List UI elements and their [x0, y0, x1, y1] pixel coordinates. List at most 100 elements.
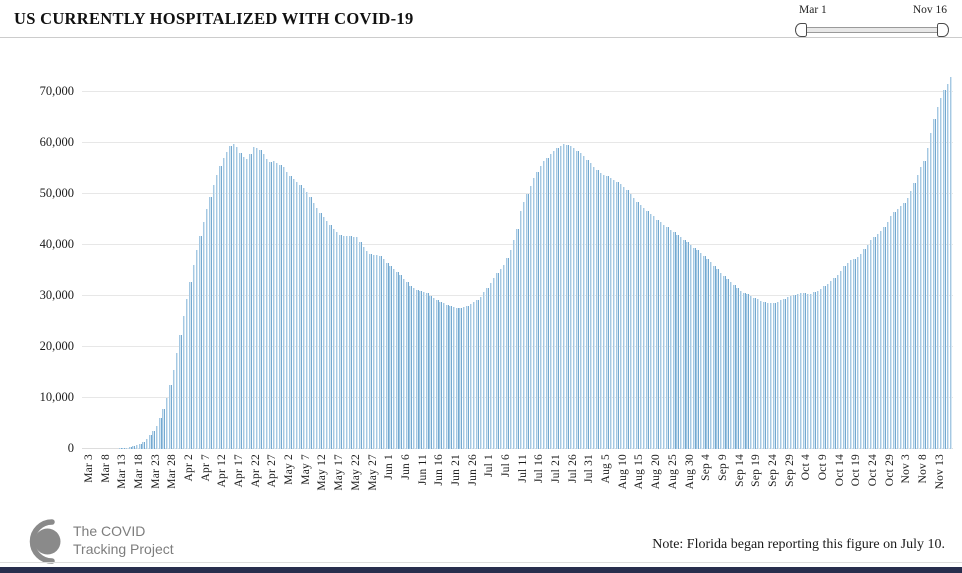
bar[interactable]: [616, 182, 619, 449]
bar[interactable]: [763, 302, 766, 449]
bar[interactable]: [589, 163, 593, 449]
bar[interactable]: [686, 242, 689, 449]
bar[interactable]: [903, 203, 906, 449]
bar[interactable]: [482, 292, 486, 449]
bar[interactable]: [569, 146, 573, 449]
bar[interactable]: [302, 187, 306, 449]
bar[interactable]: [819, 288, 823, 449]
bar[interactable]: [532, 178, 536, 449]
bar[interactable]: [369, 253, 372, 449]
bar[interactable]: [859, 253, 863, 449]
bar[interactable]: [316, 208, 319, 449]
bar[interactable]: [476, 299, 479, 449]
bar[interactable]: [529, 185, 532, 449]
bar[interactable]: [199, 235, 202, 449]
bar[interactable]: [656, 219, 659, 449]
bar[interactable]: [312, 202, 316, 449]
bar[interactable]: [906, 198, 910, 449]
bar[interactable]: [386, 262, 389, 449]
bar[interactable]: [192, 265, 195, 449]
bar[interactable]: [536, 171, 539, 449]
bar[interactable]: [489, 282, 492, 449]
bar[interactable]: [275, 162, 279, 449]
bar[interactable]: [769, 303, 773, 449]
bar[interactable]: [342, 235, 346, 449]
bar[interactable]: [636, 201, 639, 449]
bar[interactable]: [893, 211, 896, 449]
bar[interactable]: [346, 236, 349, 449]
slider-handle-end[interactable]: [937, 23, 949, 37]
bar[interactable]: [866, 244, 870, 449]
bar[interactable]: [516, 229, 519, 449]
bar[interactable]: [826, 283, 829, 449]
bar[interactable]: [159, 418, 162, 449]
bar[interactable]: [659, 222, 663, 449]
bar[interactable]: [923, 161, 926, 449]
bar[interactable]: [512, 239, 516, 449]
bar[interactable]: [289, 175, 292, 449]
bar[interactable]: [349, 236, 352, 449]
bar[interactable]: [606, 176, 609, 449]
bar[interactable]: [729, 281, 733, 449]
bar[interactable]: [719, 272, 723, 449]
bar[interactable]: [879, 231, 883, 449]
bar[interactable]: [853, 258, 856, 449]
bar[interactable]: [613, 180, 616, 449]
bar[interactable]: [950, 76, 953, 449]
bar[interactable]: [549, 154, 553, 449]
bar[interactable]: [759, 301, 763, 449]
bar[interactable]: [292, 179, 296, 449]
bar[interactable]: [940, 98, 943, 449]
bar[interactable]: [833, 278, 836, 449]
bar[interactable]: [562, 144, 566, 449]
bar[interactable]: [809, 293, 813, 449]
bar[interactable]: [235, 147, 239, 449]
bar[interactable]: [789, 296, 793, 449]
bar[interactable]: [739, 290, 743, 449]
bar[interactable]: [285, 171, 289, 449]
bar[interactable]: [526, 194, 529, 449]
bar[interactable]: [352, 236, 356, 449]
bar[interactable]: [592, 166, 596, 449]
bar[interactable]: [779, 300, 783, 449]
bar[interactable]: [242, 156, 245, 449]
bar[interactable]: [936, 106, 940, 449]
bar[interactable]: [796, 293, 799, 449]
bar[interactable]: [225, 151, 229, 449]
bar[interactable]: [299, 184, 302, 449]
bar[interactable]: [653, 216, 656, 449]
bar[interactable]: [542, 161, 546, 449]
bar[interactable]: [900, 206, 903, 449]
bar[interactable]: [733, 284, 736, 449]
bar[interactable]: [886, 221, 890, 449]
bar[interactable]: [305, 191, 309, 449]
bar[interactable]: [129, 447, 132, 449]
bar[interactable]: [699, 253, 703, 449]
bar[interactable]: [376, 255, 379, 449]
bar[interactable]: [663, 224, 666, 449]
bar[interactable]: [245, 159, 249, 449]
bar[interactable]: [626, 190, 629, 449]
bar[interactable]: [179, 335, 182, 449]
bar[interactable]: [920, 167, 923, 449]
bar[interactable]: [322, 217, 326, 449]
bar[interactable]: [462, 307, 466, 449]
bar[interactable]: [326, 221, 329, 449]
bar[interactable]: [799, 293, 803, 449]
bar[interactable]: [646, 210, 649, 449]
bar[interactable]: [803, 292, 806, 449]
bar[interactable]: [839, 270, 843, 449]
bar[interactable]: [139, 443, 142, 449]
bar[interactable]: [319, 213, 322, 449]
bar[interactable]: [396, 272, 399, 449]
bar[interactable]: [205, 209, 209, 449]
bar[interactable]: [389, 265, 392, 449]
bar[interactable]: [336, 232, 339, 449]
bar[interactable]: [633, 198, 636, 449]
bar[interactable]: [252, 146, 256, 449]
bar[interactable]: [889, 216, 893, 449]
bar[interactable]: [419, 290, 422, 449]
bar[interactable]: [142, 441, 145, 449]
bar[interactable]: [409, 285, 412, 449]
bar[interactable]: [496, 273, 499, 449]
